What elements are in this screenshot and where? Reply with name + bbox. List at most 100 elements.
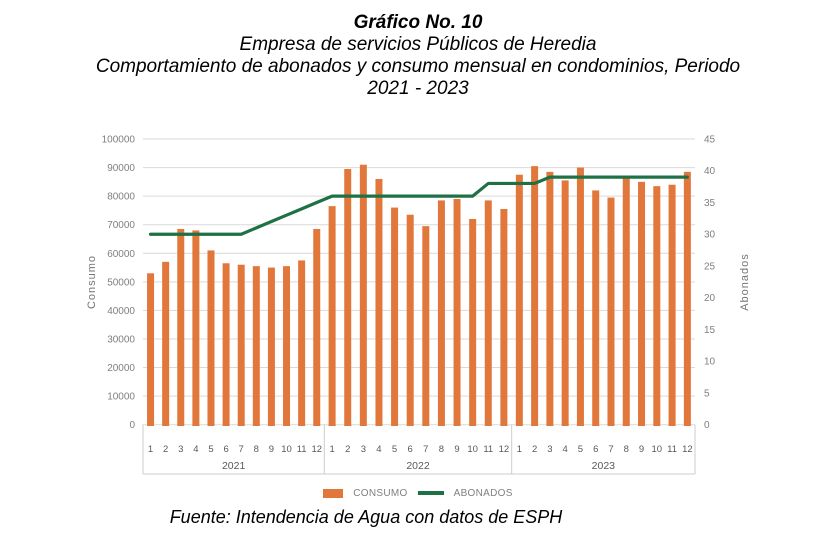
bar-consumo — [653, 186, 661, 426]
month-label: 10 — [281, 444, 292, 455]
month-label: 7 — [423, 444, 428, 455]
right-axis-tick-label: 5 — [704, 388, 710, 399]
source-note: Fuente: Intendencia de Agua con datos de… — [169, 507, 563, 527]
month-label: 4 — [563, 444, 568, 455]
bar-consumo — [592, 190, 600, 426]
bar-consumo — [422, 226, 430, 426]
month-label: 1 — [148, 444, 153, 455]
left-axis-tick-label: 80000 — [107, 192, 135, 203]
bar-consumo — [344, 168, 352, 426]
left-axis-tick-label: 70000 — [107, 220, 135, 231]
right-axis-tick-label: 30 — [704, 230, 716, 241]
month-label: 8 — [439, 444, 444, 455]
month-label: 4 — [376, 444, 381, 455]
bar-consumo — [328, 206, 336, 426]
bar-consumo — [359, 164, 367, 426]
month-label: 3 — [361, 444, 366, 455]
year-label: 2021 — [222, 460, 246, 472]
bar-consumo — [622, 177, 630, 426]
month-label: 12 — [311, 444, 322, 455]
month-label: 2 — [163, 444, 168, 455]
bar-consumo — [484, 200, 492, 426]
right-axis-tick-label: 45 — [704, 135, 716, 146]
bar-consumo — [391, 207, 399, 426]
bar-consumo — [237, 264, 245, 426]
bar-consumo — [561, 180, 569, 426]
chart-subtitle-2: Comportamiento de abonados y consumo men… — [95, 56, 741, 77]
bar-consumo — [298, 260, 306, 426]
chart-title: Gráfico No. 10 — [353, 12, 483, 33]
month-label: 10 — [467, 444, 478, 455]
bar-consumo — [222, 263, 230, 426]
left-axis-tick-label: 20000 — [107, 363, 135, 374]
bar-consumo — [437, 200, 445, 426]
bar-consumo — [267, 267, 275, 426]
month-label: 5 — [578, 444, 583, 455]
month-label: 5 — [208, 444, 213, 455]
month-label: 1 — [517, 444, 522, 455]
chart-subtitle-3: 2021 - 2023 — [367, 78, 469, 99]
bar-consumo — [252, 266, 260, 426]
right-axis-tick-label: 0 — [704, 420, 710, 431]
month-label: 3 — [547, 444, 552, 455]
month-label: 11 — [483, 444, 493, 455]
month-label: 1 — [329, 444, 334, 455]
left-axis-tick-label: 30000 — [107, 334, 135, 345]
month-label: 2 — [532, 444, 537, 455]
bar-consumo — [406, 214, 414, 426]
legend-abonados-swatch-icon — [417, 491, 444, 495]
bar-consumo — [177, 228, 185, 426]
right-axis-tick-label: 40 — [704, 166, 716, 177]
month-label: 8 — [254, 444, 259, 455]
left-axis-tick-label: 50000 — [107, 277, 135, 288]
year-label: 2023 — [592, 460, 616, 472]
month-label: 9 — [269, 444, 274, 455]
left-axis-tick-label: 40000 — [107, 306, 135, 317]
bar-consumo — [668, 184, 676, 426]
month-label: 12 — [499, 444, 510, 455]
right-axis-tick-label: 25 — [704, 261, 716, 272]
chart-header: Gráfico No. 10 Empresa de servicios Públ… — [0, 12, 836, 100]
right-axis-tick-label: 20 — [704, 293, 716, 304]
bar-consumo — [313, 228, 321, 426]
bar-consumo — [500, 208, 508, 426]
bar-consumo — [469, 218, 477, 426]
month-label: 10 — [652, 444, 663, 455]
bar-consumo — [147, 273, 155, 426]
chart-subtitle-1: Empresa de servicios Públicos de Heredia — [239, 34, 597, 55]
legend-consumo-swatch-icon — [323, 488, 344, 498]
month-label: 8 — [624, 444, 629, 455]
bar-consumo — [283, 266, 291, 426]
bar-consumo — [453, 198, 461, 426]
left-axis-tick-label: 90000 — [107, 163, 135, 174]
month-label: 7 — [239, 444, 244, 455]
month-label: 6 — [593, 444, 598, 455]
month-label: 11 — [297, 444, 307, 455]
bar-consumo — [192, 230, 200, 426]
month-label: 5 — [392, 444, 397, 455]
left-axis-tick-label: 0 — [129, 420, 135, 431]
bar-consumo — [546, 171, 554, 426]
bar-consumo — [683, 171, 691, 426]
bar-consumo — [531, 166, 539, 427]
right-axis-tick-label: 10 — [704, 357, 716, 368]
legend-consumo-label: CONSUMO — [353, 487, 408, 499]
bar-consumo — [207, 250, 215, 426]
month-label: 7 — [608, 444, 613, 455]
month-label: 11 — [667, 444, 677, 455]
month-label: 9 — [454, 444, 459, 455]
chart-legend: CONSUMO ABONADOS — [0, 486, 836, 500]
bar-consumo — [638, 181, 646, 426]
month-label: 2 — [345, 444, 350, 455]
bar-consumo — [162, 261, 170, 426]
bar-consumo — [515, 174, 523, 426]
abonados-line — [148, 175, 689, 236]
left-axis-tick-label: 10000 — [107, 392, 135, 403]
right-axis-tick-label: 15 — [704, 325, 716, 336]
legend-abonados-label: ABONADOS — [453, 487, 513, 499]
month-label: 12 — [682, 444, 693, 455]
month-label: 9 — [639, 444, 644, 455]
bar-consumo — [607, 197, 615, 426]
